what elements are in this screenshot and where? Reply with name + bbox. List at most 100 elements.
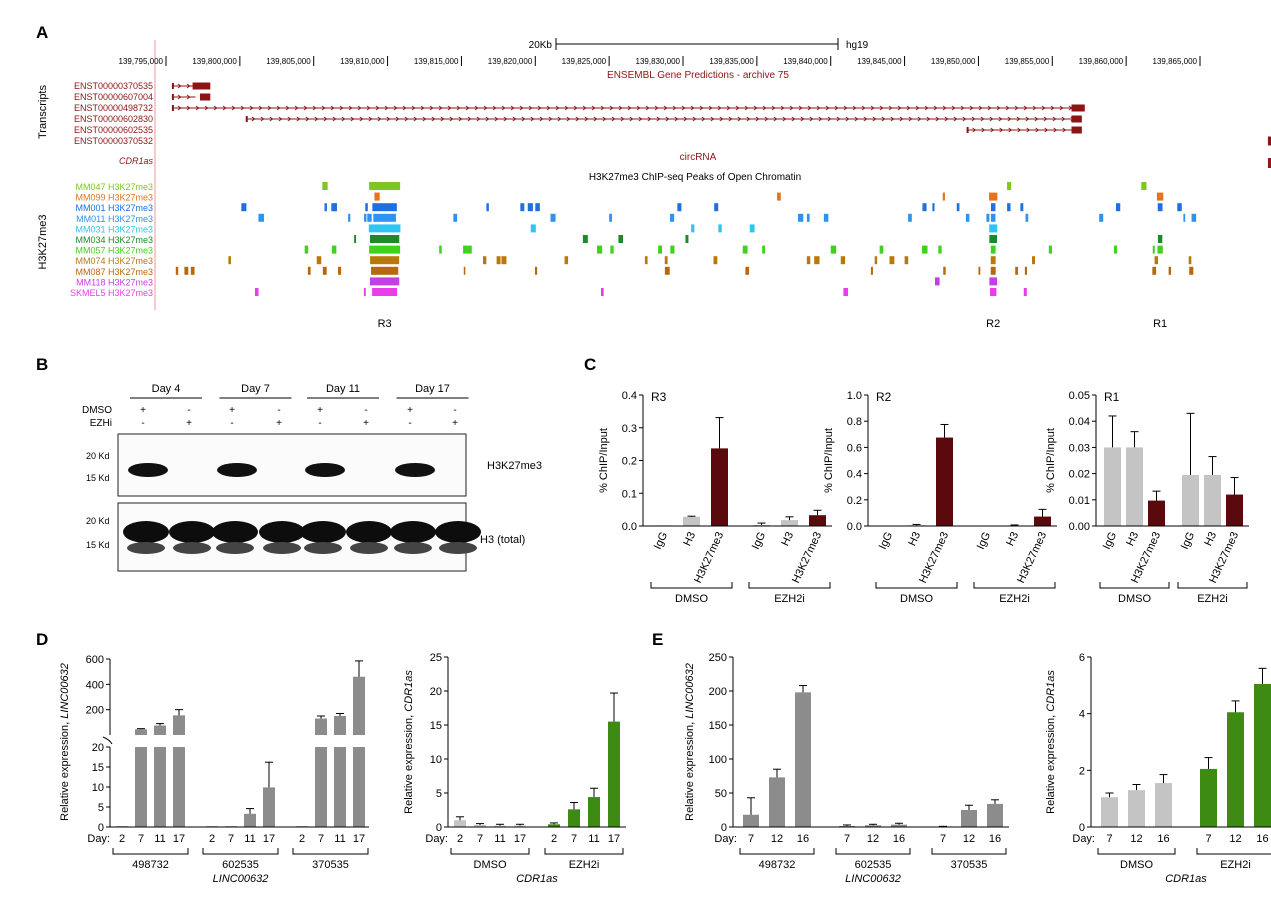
- day-label: 16: [797, 833, 809, 845]
- day-prefix: Day:: [425, 833, 448, 845]
- x-category-label: H3K27me3: [917, 530, 951, 585]
- bar-lower-segment: [135, 747, 147, 827]
- y-tick-label: 0.4: [847, 469, 862, 481]
- strand-arrow: [834, 105, 839, 111]
- strand-arrow: [726, 105, 731, 111]
- strand-arrow: [933, 105, 938, 111]
- y-tick-label: 200: [86, 705, 104, 717]
- group-label: DMSO: [474, 859, 507, 871]
- strand-arrow: [899, 116, 904, 122]
- chart-e-5: 0 50 100 150 200 250 Relative expression, LINC…: [684, 652, 1009, 885]
- sample-mark-label: H3K27me3: [108, 277, 153, 287]
- sample-mark-label: H3K27me3: [108, 214, 153, 224]
- chip-peak: [745, 266, 750, 275]
- strand-arrow: [782, 116, 787, 122]
- strand-arrow: [530, 116, 535, 122]
- chip-peak: [718, 224, 722, 233]
- chip-peak: [685, 235, 689, 243]
- chip-peak: [258, 213, 264, 222]
- chip-peak: [932, 203, 935, 212]
- strand-arrow: [195, 105, 200, 111]
- day-label: 7: [940, 833, 946, 845]
- sample-track-label: MM099 H3K27me3: [75, 193, 153, 203]
- strand-arrow: [321, 105, 326, 111]
- group-label: DMSO: [1120, 859, 1153, 871]
- strand-arrow: [915, 105, 920, 111]
- strand-arrow: [789, 105, 794, 111]
- y-tick-label: 0: [98, 822, 104, 834]
- chip-peak: [439, 245, 442, 254]
- day-header: Day 7: [241, 383, 270, 395]
- sample-track-label: MM001 H3K27me3: [75, 203, 153, 213]
- day-label: 7: [748, 833, 754, 845]
- day-header: Day 11: [326, 383, 360, 395]
- band-h3-total: [212, 521, 258, 543]
- strand-arrow: [872, 116, 877, 122]
- chip-peak: [618, 235, 624, 243]
- chip-peak-cluster: [369, 235, 400, 243]
- strand-arrow: [510, 105, 515, 111]
- strand-arrow: [537, 105, 542, 111]
- chip-peak: [713, 256, 718, 265]
- strand-arrow: [573, 105, 578, 111]
- strand-arrow: [990, 127, 995, 133]
- bar: [1204, 474, 1221, 526]
- group-label: EZH2i: [999, 593, 1030, 605]
- sample-track-label: SKMEL5 H3K27me3: [70, 288, 153, 298]
- bar: [514, 825, 526, 827]
- bar: [1128, 790, 1145, 827]
- y-tick-label: 250: [709, 652, 727, 664]
- chip-peak: [228, 256, 231, 265]
- chip-peak: [670, 213, 675, 222]
- chip-peak: [463, 245, 468, 254]
- band-h3-total: [390, 521, 436, 543]
- day-label: 2: [457, 833, 463, 845]
- strand-arrow: [609, 105, 614, 111]
- strand-arrow: [501, 105, 506, 111]
- band-h3-total: [123, 521, 169, 543]
- bar: [1148, 500, 1165, 526]
- band-h3-total-lower: [173, 542, 211, 554]
- bar: [1034, 516, 1051, 526]
- group-label: EZH2i: [569, 859, 600, 871]
- strand-arrow: [429, 105, 434, 111]
- chip-peak: [190, 266, 195, 275]
- chip-peak: [331, 245, 337, 254]
- y-tick-label: 15: [430, 720, 442, 732]
- strand-arrow: [708, 105, 713, 111]
- strand-arrow: [719, 116, 724, 122]
- sample-name: MM047: [75, 182, 108, 192]
- strand-arrow: [953, 116, 958, 122]
- x-category-label: H3K27me3: [692, 530, 726, 585]
- sample-name: MM031: [75, 224, 108, 234]
- chip-peak: [1007, 182, 1012, 190]
- strand-arrow: [548, 116, 553, 122]
- chip-peak: [798, 213, 804, 222]
- bar-upper-segment: [135, 729, 147, 735]
- chip-peak: [935, 277, 940, 286]
- ezhi-row-label: EZHi: [90, 418, 112, 429]
- strand-arrow: [359, 116, 364, 122]
- strand-arrow: [521, 116, 526, 122]
- transcript-exon: [171, 94, 174, 100]
- strand-arrow: [177, 94, 182, 100]
- strand-arrow: [764, 116, 769, 122]
- y-axis-label: % ChIP/Input: [1045, 428, 1057, 493]
- chip-peak: [367, 213, 372, 222]
- bar: [961, 810, 977, 827]
- y-label-gene: LINC00632: [59, 663, 71, 719]
- day-label: 7: [1106, 833, 1112, 845]
- band-h3-total-lower: [439, 542, 477, 554]
- chip-peak: [331, 203, 337, 212]
- bar: [865, 825, 881, 827]
- day-header: Day 4: [152, 383, 181, 395]
- chip-peak: [956, 203, 960, 212]
- bar: [1182, 474, 1199, 526]
- chip-peak: [374, 192, 380, 201]
- chip-peak: [840, 256, 846, 265]
- strand-arrow: [800, 116, 805, 122]
- chip-peak: [965, 213, 970, 222]
- strand-arrow: [942, 105, 947, 111]
- ensembl-track-title: ENSEMBL Gene Predictions - archive 75: [607, 70, 789, 81]
- strand-arrow: [773, 116, 778, 122]
